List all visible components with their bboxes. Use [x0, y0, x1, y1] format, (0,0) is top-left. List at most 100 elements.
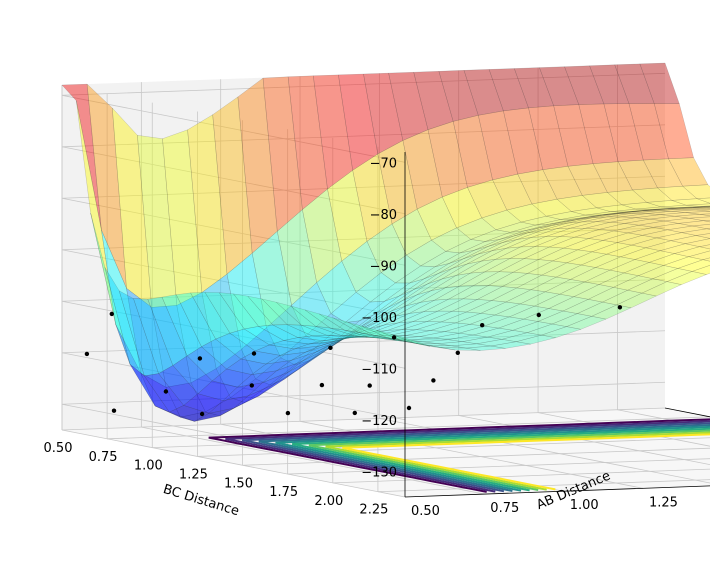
surface-cell [398, 310, 439, 324]
surface-cell [427, 121, 468, 198]
surface-cell [426, 344, 467, 349]
back-pane [62, 63, 665, 430]
surface-cell [330, 328, 371, 345]
surface-cell [433, 332, 474, 340]
floor-contours [208, 418, 710, 493]
surface-cell [678, 220, 710, 227]
surface-cell [319, 334, 360, 347]
surface-cell [452, 299, 492, 313]
energy-surface [61, 62, 710, 422]
surface-cell [603, 103, 644, 162]
surface-cell [474, 235, 514, 251]
surface-cell [394, 336, 435, 341]
contour-line [258, 424, 710, 492]
surface-cell [215, 332, 256, 360]
surface-cell [172, 355, 213, 395]
surface-cell [553, 217, 593, 226]
surface-cell [703, 206, 710, 208]
surface-cell [476, 286, 518, 301]
surface-cell [438, 253, 478, 274]
surface-cell [462, 285, 504, 300]
surface-cell [691, 265, 710, 275]
surface-cell [373, 289, 414, 315]
surface-cell [488, 232, 529, 247]
surface-cell [430, 322, 471, 332]
surface-cell [118, 290, 159, 377]
surface-cell [111, 107, 152, 308]
surface-cell [319, 320, 361, 345]
surface-cell [315, 326, 356, 337]
surface-cell [201, 273, 242, 370]
surface-cell [269, 360, 310, 386]
surface-cell [376, 329, 417, 336]
surface-cell [653, 103, 694, 160]
surface-cell [402, 278, 443, 301]
trajectory-point [285, 410, 291, 416]
surface-cell [588, 230, 629, 241]
contour-line [325, 431, 710, 491]
surface-cell [366, 223, 407, 273]
surface-cell [190, 368, 231, 413]
grid-line [61, 381, 666, 405]
surface-cell [606, 213, 647, 218]
surface-cell [341, 320, 381, 341]
y-tick-label: 1.50 [224, 476, 253, 491]
surface-cell [645, 240, 686, 251]
surface-cell [413, 267, 453, 291]
surface-cell [273, 358, 313, 385]
surface-cell [387, 337, 427, 346]
y-tick-label: 2.25 [359, 503, 388, 518]
surface-cell [229, 328, 271, 352]
surface-cell [587, 287, 629, 303]
surface-cell [301, 339, 342, 362]
surface-cell [326, 334, 367, 338]
surface-cell [631, 187, 673, 203]
x-tick-label: 1.00 [570, 498, 599, 513]
surface-cell [280, 345, 320, 356]
surface-cell [427, 263, 468, 285]
surface-cell [387, 321, 428, 331]
surface-cell [390, 333, 431, 347]
surface-cell [240, 327, 282, 380]
surface-cell [326, 325, 367, 349]
surface-cell [355, 315, 396, 334]
surface-cell [363, 72, 404, 155]
surface-cell [678, 206, 710, 209]
surface-cell [634, 250, 676, 263]
tick-labels: 0.50 0.75 1.00 1.25 1.50 1.75 2.00 2.25 0.50 0.75… [44, 156, 678, 519]
surface-cell [488, 68, 529, 112]
surface-cell [304, 309, 345, 331]
surface-cell [515, 274, 558, 290]
contour-line [308, 429, 710, 491]
surface-cell [90, 212, 131, 365]
surface-cell [591, 242, 633, 255]
trajectory-point [199, 411, 205, 417]
surface-cell [700, 205, 710, 207]
surface-cell [463, 69, 504, 116]
surface-cell [662, 256, 704, 269]
surface-cell [499, 227, 539, 240]
trajectory-point [391, 335, 397, 340]
surface-cell [661, 204, 701, 209]
surface-cell [283, 337, 324, 345]
surface-cell [365, 334, 406, 339]
surface-cell [603, 210, 643, 216]
axis-line [404, 485, 710, 498]
z-tick-label: −70 [370, 156, 397, 171]
trajectory-point [319, 382, 325, 388]
surface-cell [212, 96, 253, 275]
surface-cell [642, 229, 682, 239]
z-tick-label: −90 [370, 259, 397, 274]
surface-cell [526, 260, 568, 276]
trajectory-point [163, 389, 169, 394]
surface-cell [606, 189, 648, 206]
surface-cell [434, 249, 475, 268]
surface-cell [229, 378, 271, 403]
surface-cell [685, 238, 710, 247]
surface-cell [204, 397, 246, 417]
surface-cell [609, 259, 651, 274]
surface-cell [391, 208, 432, 256]
surface-cell [563, 214, 604, 222]
surface-cell [537, 247, 579, 262]
surface-cell [416, 275, 457, 296]
